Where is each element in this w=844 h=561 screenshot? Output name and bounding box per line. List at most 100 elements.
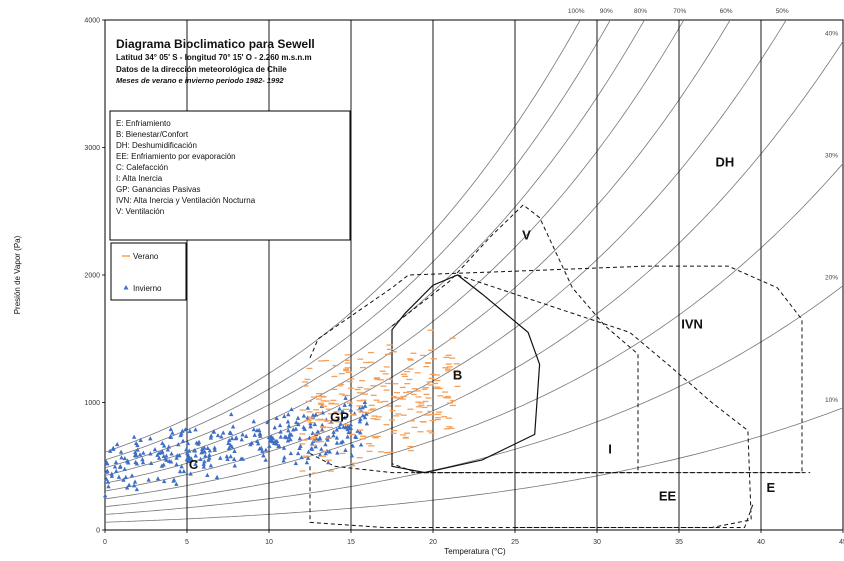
invierno-point [271,440,277,446]
invierno-point [276,443,281,449]
invierno-point [240,432,245,437]
invierno-point [267,443,272,448]
x-axis-label: Temperatura (°C) [444,547,506,556]
invierno-point [171,477,177,482]
invierno-point [295,415,301,420]
invierno-point [259,445,264,450]
y-tick-label: 0 [96,528,100,535]
invierno-point [334,435,340,440]
invierno-point [161,478,167,484]
invierno-point [304,459,310,465]
invierno-point [159,463,165,468]
invierno-point [286,423,292,428]
invierno-point [234,435,239,440]
invierno-point [170,430,175,435]
invierno-point [186,458,192,463]
invierno-point [302,426,307,431]
invierno-point [274,415,279,421]
zone-outline [457,274,752,528]
temperature-grid-lines [186,20,762,530]
invierno-point [293,460,299,466]
invierno-point [343,447,348,452]
invierno-point [323,451,328,456]
invierno-point [338,440,344,445]
invierno-point [254,428,260,433]
y-tick-label: 4000 [84,18,100,25]
invierno-point [278,434,283,439]
legend-item: GP: Ganancias Pasivas [116,185,200,194]
invierno-point [362,399,368,405]
zone-label: EE [659,489,677,504]
invierno-point [185,440,191,446]
x-tick-label: 35 [675,539,683,546]
invierno-point [348,422,353,427]
invierno-point [188,471,193,476]
invierno-point [146,477,151,482]
legend-item: EE: Enfriamiento por evaporación [116,152,236,161]
invierno-point [327,449,332,454]
zone-labels: B V GP IVN EE DH I C E [189,155,776,504]
invierno-point [297,445,302,451]
x-tick-label: 10 [265,539,273,546]
invierno-point [309,446,314,451]
invierno-point [308,424,313,429]
invierno-point [207,448,213,453]
invierno-point [161,453,166,459]
invierno-point [133,449,138,455]
invierno-point [212,447,217,452]
legend-item: I: Alta Inercia [116,174,163,183]
invierno-point [224,454,230,459]
invierno-point [212,445,217,450]
invierno-point [360,413,366,418]
invierno-point [114,468,119,473]
invierno-point [155,452,160,457]
invierno-point [208,435,214,440]
invierno-point [257,431,263,436]
invierno-point [169,451,174,456]
invierno-point [228,430,233,436]
invierno-point [326,460,331,465]
invierno-point [160,440,165,446]
rh-label: 50% [776,8,789,15]
invierno-point [284,435,289,440]
invierno-point [141,450,146,455]
zone-label: DH [716,155,735,170]
invierno-point [148,460,154,465]
invierno-point [119,455,124,460]
series-legend: Verano Invierno [110,242,187,301]
invierno-point [345,426,350,432]
zone-label: V [522,227,531,242]
invierno-point [364,421,370,426]
rh-curve [104,285,844,515]
invierno-point [346,429,351,435]
invierno-point [252,432,257,437]
invierno-point [126,482,132,487]
invierno-point [164,453,169,458]
invierno-point [163,456,168,461]
invierno-point [114,441,120,447]
invierno-point [161,462,166,467]
invierno-point [193,453,198,458]
invierno-point [228,454,233,459]
invierno-point [296,421,301,427]
rh-curve [104,19,581,453]
invierno-point [340,409,346,414]
invierno-point [282,455,287,460]
invierno-point [211,429,217,434]
invierno-point [325,437,330,442]
invierno-point [107,448,113,453]
invierno-point [226,445,232,451]
invierno-point [118,449,124,454]
invierno-point [140,460,146,465]
invierno-point [263,457,268,462]
zone-outline [309,466,754,528]
invierno-point [131,434,137,439]
invierno-point [267,437,273,442]
invierno-point [102,493,108,498]
invierno-point [288,436,293,442]
invierno-point [349,453,355,458]
invierno-point [105,479,111,484]
invierno-point [306,449,311,454]
invierno-point [331,433,336,438]
invierno-point [281,458,286,463]
